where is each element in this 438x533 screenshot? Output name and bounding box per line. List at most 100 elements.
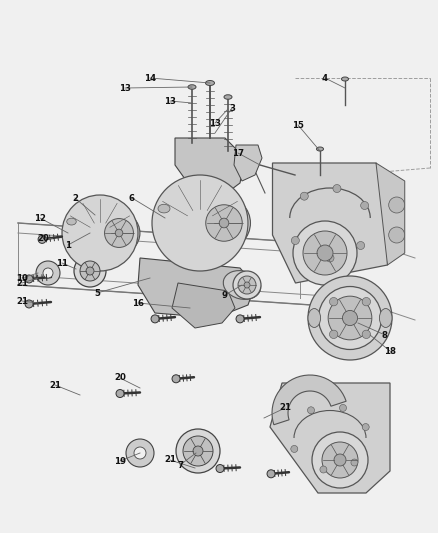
Text: 16: 16 <box>132 298 144 308</box>
Circle shape <box>361 330 370 338</box>
Circle shape <box>321 442 357 478</box>
Text: 21: 21 <box>16 296 28 305</box>
Ellipse shape <box>67 218 76 225</box>
Circle shape <box>360 201 368 209</box>
Circle shape <box>74 255 106 287</box>
Polygon shape <box>272 163 387 283</box>
Circle shape <box>388 197 404 213</box>
Circle shape <box>311 432 367 488</box>
Ellipse shape <box>378 309 391 327</box>
Circle shape <box>319 466 326 473</box>
Circle shape <box>302 231 346 275</box>
Circle shape <box>215 465 223 473</box>
Text: 9: 9 <box>222 290 227 300</box>
Circle shape <box>316 245 332 261</box>
Circle shape <box>350 459 357 466</box>
Circle shape <box>328 296 371 340</box>
Circle shape <box>172 375 180 383</box>
Circle shape <box>104 219 133 247</box>
Text: 11: 11 <box>56 259 68 268</box>
Circle shape <box>266 470 275 478</box>
Text: 1: 1 <box>65 240 71 249</box>
Text: 15: 15 <box>291 120 303 130</box>
Circle shape <box>126 439 154 467</box>
Text: 8: 8 <box>381 330 387 340</box>
Circle shape <box>151 315 159 323</box>
Text: 4: 4 <box>321 74 327 83</box>
Text: 13: 13 <box>119 84 131 93</box>
Circle shape <box>86 267 94 275</box>
Text: 20: 20 <box>37 233 49 243</box>
Ellipse shape <box>152 175 247 271</box>
Text: 7: 7 <box>177 461 183 470</box>
Text: 5: 5 <box>94 288 100 297</box>
Circle shape <box>332 184 340 192</box>
Text: 10: 10 <box>16 273 28 282</box>
Circle shape <box>197 197 250 249</box>
Circle shape <box>219 218 228 228</box>
Text: 2: 2 <box>72 193 78 203</box>
Text: 13: 13 <box>164 96 176 106</box>
Circle shape <box>361 297 370 306</box>
Circle shape <box>307 276 391 360</box>
Circle shape <box>98 212 140 254</box>
Circle shape <box>318 287 381 350</box>
Polygon shape <box>172 283 234 328</box>
Ellipse shape <box>316 147 323 151</box>
Ellipse shape <box>223 271 260 300</box>
Circle shape <box>237 276 255 294</box>
Circle shape <box>290 446 297 453</box>
Circle shape <box>244 282 249 288</box>
Text: 6: 6 <box>129 193 135 203</box>
Circle shape <box>80 261 100 281</box>
Polygon shape <box>175 138 244 198</box>
Circle shape <box>328 297 337 306</box>
Circle shape <box>361 424 368 431</box>
Circle shape <box>342 310 357 326</box>
Circle shape <box>325 254 333 262</box>
Circle shape <box>356 241 364 249</box>
Text: 21: 21 <box>16 279 28 287</box>
Text: 12: 12 <box>34 214 46 222</box>
Ellipse shape <box>223 95 231 99</box>
Ellipse shape <box>158 204 170 213</box>
Circle shape <box>116 390 124 398</box>
Text: 21: 21 <box>164 456 176 464</box>
Ellipse shape <box>62 195 138 271</box>
Circle shape <box>292 221 356 285</box>
Text: 3: 3 <box>229 103 234 112</box>
Circle shape <box>205 205 242 241</box>
Circle shape <box>176 429 219 473</box>
Circle shape <box>134 447 146 459</box>
Polygon shape <box>375 163 404 265</box>
Text: 21: 21 <box>279 403 290 413</box>
Circle shape <box>115 229 123 237</box>
Circle shape <box>183 436 212 466</box>
Circle shape <box>38 236 46 244</box>
Text: 13: 13 <box>208 118 220 127</box>
Polygon shape <box>272 375 345 425</box>
Ellipse shape <box>341 77 348 81</box>
Text: 19: 19 <box>114 456 126 465</box>
Ellipse shape <box>307 309 320 327</box>
Ellipse shape <box>187 85 195 89</box>
Circle shape <box>193 446 202 456</box>
Circle shape <box>291 237 299 245</box>
Text: 17: 17 <box>231 149 244 157</box>
Circle shape <box>339 405 346 411</box>
Circle shape <box>333 454 345 466</box>
Circle shape <box>43 268 53 278</box>
Polygon shape <box>233 145 261 181</box>
Ellipse shape <box>205 80 214 85</box>
Circle shape <box>236 315 244 323</box>
Circle shape <box>233 271 261 299</box>
Circle shape <box>25 300 33 308</box>
Polygon shape <box>138 258 254 318</box>
Circle shape <box>328 330 337 338</box>
Circle shape <box>307 407 314 414</box>
Circle shape <box>388 227 404 243</box>
Polygon shape <box>269 383 389 493</box>
Text: 21: 21 <box>49 381 61 390</box>
Circle shape <box>300 192 307 200</box>
Text: 18: 18 <box>383 346 395 356</box>
